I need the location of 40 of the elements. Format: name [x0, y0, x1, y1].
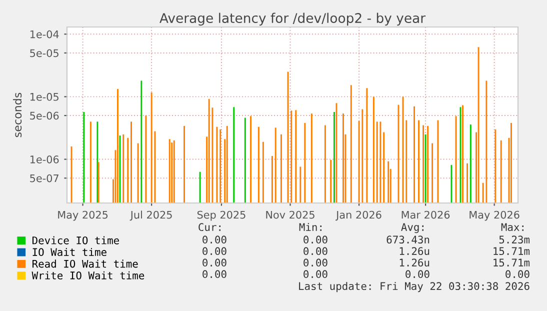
text: 0.00: [304, 247, 328, 256]
x-tick-label: Jan 2026: [336, 210, 382, 221]
x-tick-label: Nov 2025: [266, 210, 314, 219]
text: 1.26u: [400, 247, 430, 256]
text: 15.71m: [494, 247, 530, 256]
x-tick-label: May 2026: [470, 210, 520, 221]
text: 0.00: [202, 247, 226, 256]
text: 0.00: [304, 270, 328, 278]
x-tick-label: Sep 2025: [197, 210, 246, 221]
text: 15.71m: [494, 258, 530, 267]
y-tick-label: 1e-05: [30, 92, 58, 101]
legend-label: Write IO Wait time: [32, 271, 144, 280]
text: 0.00: [304, 236, 328, 244]
y-axis-title: seconds: [13, 92, 22, 138]
x-tick-label: May 2025: [58, 210, 108, 221]
text: 5.23m: [499, 236, 530, 244]
text: 0.00: [506, 270, 530, 278]
text: 0.00: [406, 270, 430, 278]
y-tick-label: 5e-07: [30, 174, 58, 182]
text: Avg:: [401, 223, 424, 234]
y-tick-label: 5e-06: [30, 112, 59, 120]
text: Max:: [501, 223, 524, 232]
text: 1.26u: [400, 258, 430, 267]
text: 0.00: [304, 258, 328, 267]
y-tick-label: 1e-04: [30, 30, 59, 38]
x-tick-label: Mar 2026: [402, 210, 450, 219]
chart-title: Average latency for /dev/loop2 - by year: [160, 12, 426, 26]
y-tick-label: 5e-05: [30, 49, 58, 58]
y-tick-label: 1e-06: [30, 155, 59, 164]
text: 0.00: [202, 236, 226, 244]
text: 0.00: [202, 258, 226, 267]
text: Last update: Fri May 22 03:30:38 2026: [299, 282, 530, 292]
text: Min:: [299, 222, 322, 231]
legend-label: IO Wait time: [32, 248, 106, 256]
legend-label: Device IO time: [32, 236, 119, 244]
text: 0.00: [202, 270, 226, 278]
text: 673.43n: [386, 236, 430, 244]
x-tick-label: Jul 2025: [130, 210, 172, 221]
legend-label: Read IO Wait time: [32, 260, 138, 268]
text: Cur:: [198, 223, 220, 232]
